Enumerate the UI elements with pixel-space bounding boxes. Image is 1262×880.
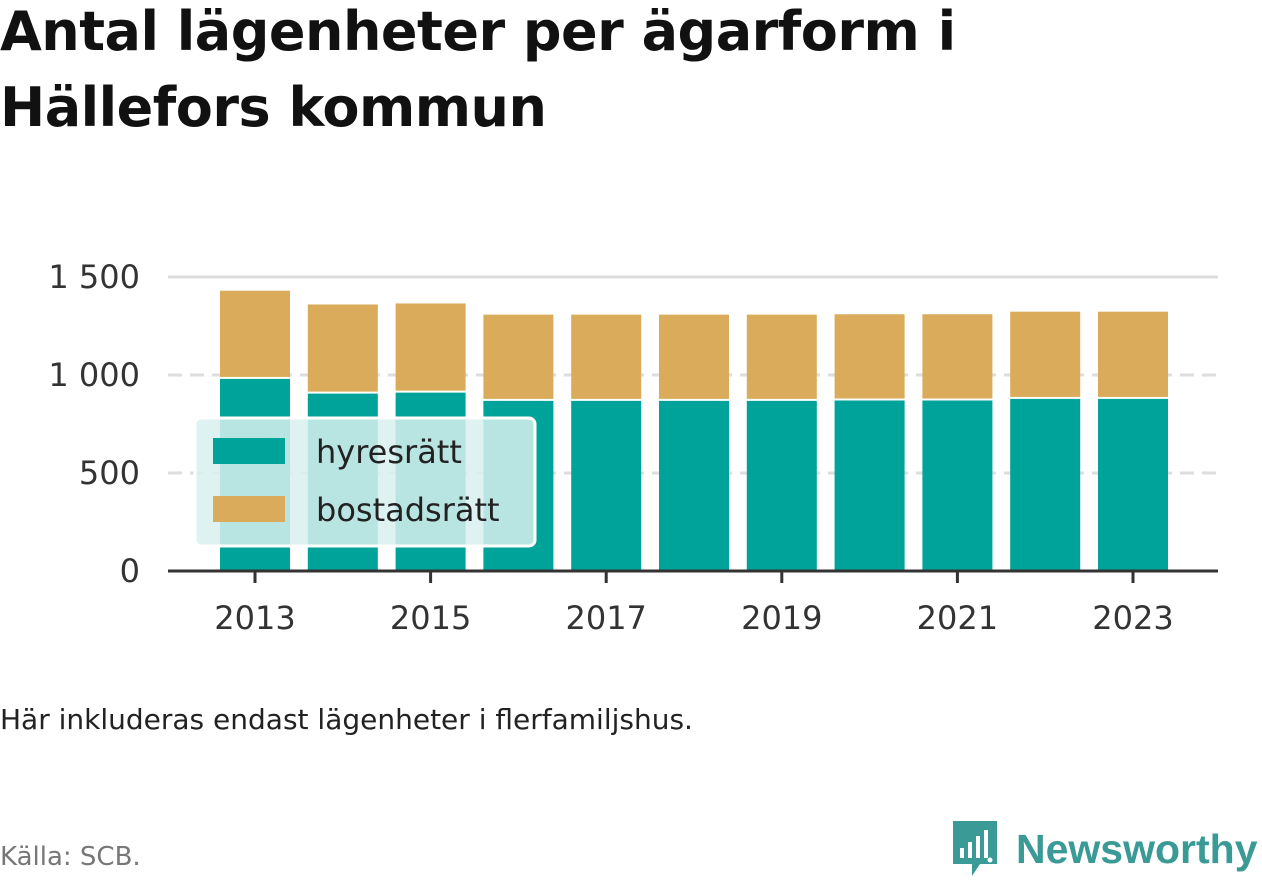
bar-bostadsratt <box>922 314 993 399</box>
bar-bostadsratt <box>220 290 290 377</box>
chart-note: Här inkluderas endast lägenheter i flerf… <box>0 703 693 736</box>
chart-title: Antal lägenheter per ägarform i Hällefor… <box>0 0 956 139</box>
bar-hyresratt <box>659 400 729 571</box>
legend-label-hyresratt: hyresrätt <box>316 433 462 471</box>
brand-name: Newsworthy <box>1016 825 1258 872</box>
bar-hyresratt <box>746 400 817 571</box>
x-tick-label: 2019 <box>741 599 822 637</box>
bar-bostadsratt <box>483 314 554 399</box>
bar-hyresratt <box>1010 398 1081 571</box>
x-tick-label: 2021 <box>917 599 998 637</box>
x-tick-label: 2023 <box>1092 599 1173 637</box>
bar-hyresratt <box>571 400 642 571</box>
y-tick-label: 500 <box>79 454 140 492</box>
y-tick-label: 0 <box>120 552 140 590</box>
x-tick-label: 2013 <box>214 599 295 637</box>
legend: hyresrätt bostadsrätt <box>193 416 537 548</box>
brand-logo: Newsworthy <box>950 818 1258 880</box>
x-tick-label: 2015 <box>390 599 471 637</box>
y-tick-label: 1 000 <box>48 356 140 394</box>
bar-bostadsratt <box>395 303 466 391</box>
bar-bostadsratt <box>746 314 817 399</box>
bar-bostadsratt <box>571 314 642 399</box>
bar-hyresratt <box>1098 398 1168 571</box>
bar-hyresratt <box>834 400 905 571</box>
source-label: Källa: SCB. <box>0 842 141 872</box>
bar-bostadsratt <box>307 304 378 392</box>
bar-bostadsratt <box>659 314 729 399</box>
bar-hyresratt <box>922 400 993 571</box>
bar-bostadsratt <box>1098 311 1168 397</box>
newsworthy-logo-icon <box>953 821 997 876</box>
legend-swatch-bostadsratt <box>213 496 285 522</box>
gridlines <box>168 275 1218 475</box>
x-tick-label: 2017 <box>565 599 646 637</box>
y-tick-label: 1 500 <box>48 258 140 296</box>
legend-swatch-hyresratt <box>213 438 285 464</box>
bar-bostadsratt <box>834 314 905 399</box>
x-axis-ticks: 2013 2015 2017 2019 2021 2023 <box>214 571 1174 637</box>
y-axis-labels: 0 500 1 000 1 500 <box>48 258 140 590</box>
bar-bostadsratt <box>1010 311 1081 397</box>
legend-label-bostadsratt: bostadsrätt <box>316 491 500 529</box>
